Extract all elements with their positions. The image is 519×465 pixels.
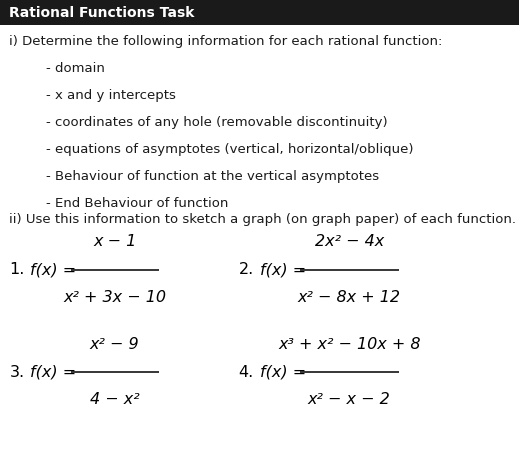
Text: - End Behaviour of function: - End Behaviour of function (46, 197, 228, 210)
Text: Rational Functions Task: Rational Functions Task (9, 6, 195, 20)
Text: 4.: 4. (239, 365, 254, 379)
Text: f(x) =: f(x) = (30, 365, 76, 379)
Text: 1.: 1. (9, 262, 25, 277)
Text: i) Determine the following information for each rational function:: i) Determine the following information f… (9, 35, 443, 48)
Text: x² − 8x + 12: x² − 8x + 12 (298, 290, 401, 305)
Text: 2x² − 4x: 2x² − 4x (315, 234, 384, 249)
Text: - x and y intercepts: - x and y intercepts (46, 89, 175, 102)
Text: x³ + x² − 10x + 8: x³ + x² − 10x + 8 (278, 337, 420, 352)
Text: x − 1: x − 1 (93, 234, 136, 249)
Text: - equations of asymptotes (vertical, horizontal/oblique): - equations of asymptotes (vertical, hor… (46, 143, 413, 156)
Text: x² − x − 2: x² − x − 2 (308, 392, 391, 407)
Text: - Behaviour of function at the vertical asymptotes: - Behaviour of function at the vertical … (46, 170, 379, 183)
Text: x² + 3x − 10: x² + 3x − 10 (63, 290, 166, 305)
Text: ii) Use this information to sketch a graph (on graph paper) of each function.: ii) Use this information to sketch a gra… (9, 213, 516, 226)
Text: x² − 9: x² − 9 (90, 337, 140, 352)
Text: f(x) =: f(x) = (260, 262, 306, 277)
Bar (0, 0, 519, 25)
Text: 4 − x²: 4 − x² (90, 392, 140, 407)
Text: f(x) =: f(x) = (260, 365, 306, 379)
Text: 3.: 3. (9, 365, 24, 379)
Text: f(x) =: f(x) = (30, 262, 76, 277)
Text: 2.: 2. (239, 262, 254, 277)
Text: - domain: - domain (46, 62, 104, 75)
Text: - coordinates of any hole (removable discontinuity): - coordinates of any hole (removable dis… (46, 116, 387, 129)
